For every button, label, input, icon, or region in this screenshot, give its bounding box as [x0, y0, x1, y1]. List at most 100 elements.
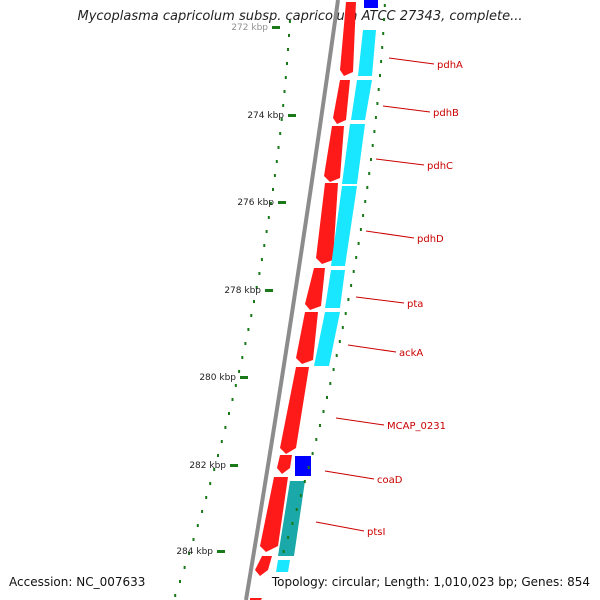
length-label: Length: 1,010,023 bp [384, 575, 514, 589]
outer-tick [341, 326, 344, 329]
gene-arrow[interactable] [305, 268, 325, 310]
minor-tick [277, 146, 280, 149]
gene-arrow[interactable] [333, 80, 350, 124]
tick-label: 272 kbp [231, 23, 268, 33]
minor-tick [250, 314, 253, 317]
gene-leader-line [365, 230, 415, 239]
tick-label: 278 kbp [224, 286, 261, 296]
outer-tick [344, 312, 347, 315]
minor-tick [258, 272, 261, 275]
outer-tick [382, 32, 385, 35]
cds-feature[interactable] [325, 270, 345, 308]
major-tick [278, 201, 286, 204]
major-tick [288, 114, 296, 117]
minor-tick [265, 230, 268, 233]
gene-label[interactable]: pdhC [427, 161, 453, 172]
gene-leader-line [335, 417, 385, 426]
gene-arrow[interactable] [255, 556, 272, 576]
cds-feature[interactable] [342, 124, 365, 184]
minor-tick [209, 482, 212, 485]
minor-tick [188, 552, 191, 555]
gene-label[interactable]: pdhB [433, 108, 459, 119]
outer-tick [368, 172, 371, 175]
minor-tick [244, 342, 247, 345]
cds-feature[interactable] [331, 186, 357, 266]
minor-tick [238, 370, 241, 373]
gene-leader-line [315, 521, 365, 532]
cds-feature[interactable] [314, 312, 340, 366]
minor-tick [247, 328, 250, 331]
outer-tick [366, 186, 369, 189]
gene-arrow[interactable] [280, 367, 309, 454]
major-tick [217, 550, 225, 553]
minor-tick [286, 62, 288, 65]
gene-label[interactable]: ackA [399, 348, 423, 359]
minor-tick [283, 90, 286, 93]
gene-leader-line [324, 470, 375, 480]
map-summary: Topology: circular; Length: 1,010,023 bp… [271, 575, 590, 589]
minor-tick [280, 118, 283, 121]
tick-label: 276 kbp [237, 198, 274, 208]
outer-tick [299, 494, 302, 497]
outer-tick [352, 270, 355, 273]
accession-label: Accession: NC_007633 [9, 575, 146, 589]
gene-label[interactable]: MCAP_0231 [387, 421, 446, 432]
major-tick [230, 464, 238, 467]
minor-tick [196, 524, 199, 527]
outer-tick [322, 410, 325, 413]
outer-tick [374, 116, 377, 119]
gene-leader-line [355, 296, 405, 304]
outer-tick [282, 550, 285, 553]
gene-arrow[interactable] [260, 477, 288, 552]
outer-tick [377, 88, 380, 91]
map-title: Mycoplasma capricolum subsp. capricolum … [77, 9, 523, 24]
rna-feature[interactable] [295, 456, 311, 476]
minor-tick [288, 20, 291, 23]
cds-feature[interactable] [358, 30, 376, 76]
gene-arrow[interactable] [277, 455, 292, 474]
outer-tick [291, 522, 294, 525]
minor-tick [183, 566, 186, 569]
outer-tick [355, 256, 358, 259]
alt-feature[interactable] [276, 560, 290, 572]
outer-tick [376, 102, 379, 105]
outer-tick [381, 46, 384, 49]
alt-feature[interactable] [278, 481, 305, 556]
major-tick [240, 376, 248, 379]
gene-arrow[interactable] [324, 126, 344, 182]
rna-feature[interactable] [364, 0, 378, 8]
cds-feature[interactable] [351, 80, 372, 120]
minor-tick [287, 48, 289, 51]
minor-tick [273, 174, 276, 177]
minor-tick [228, 412, 230, 415]
outer-tick [380, 60, 383, 63]
outer-tick [370, 158, 372, 161]
outer-tick [287, 536, 290, 539]
minor-tick [275, 160, 278, 163]
minor-tick [217, 454, 219, 457]
gene-leader-line [388, 57, 435, 65]
gene-label[interactable]: pta [407, 299, 423, 310]
gene-label[interactable]: ptsI [367, 527, 385, 538]
gene-arrow[interactable] [316, 183, 338, 264]
minor-tick [269, 202, 272, 205]
outer-tick [303, 480, 306, 483]
gene-label[interactable]: pdhA [437, 60, 463, 71]
minor-tick [288, 34, 290, 37]
outer-tick [335, 354, 338, 357]
minor-tick [234, 384, 237, 387]
minor-tick [267, 216, 270, 219]
genes-count-label: Genes: 854 [521, 575, 590, 589]
gene-label[interactable]: coaD [377, 475, 403, 486]
outer-tick [359, 228, 362, 231]
minor-tick [174, 594, 177, 597]
gene-arrow[interactable] [340, 2, 356, 76]
gene-label[interactable]: pdhD [417, 234, 444, 245]
gene-leader-line [382, 105, 431, 113]
minor-tick [282, 104, 285, 107]
gene-arrow[interactable] [296, 312, 318, 364]
gene-leader-line [375, 158, 425, 166]
major-tick [265, 289, 273, 292]
